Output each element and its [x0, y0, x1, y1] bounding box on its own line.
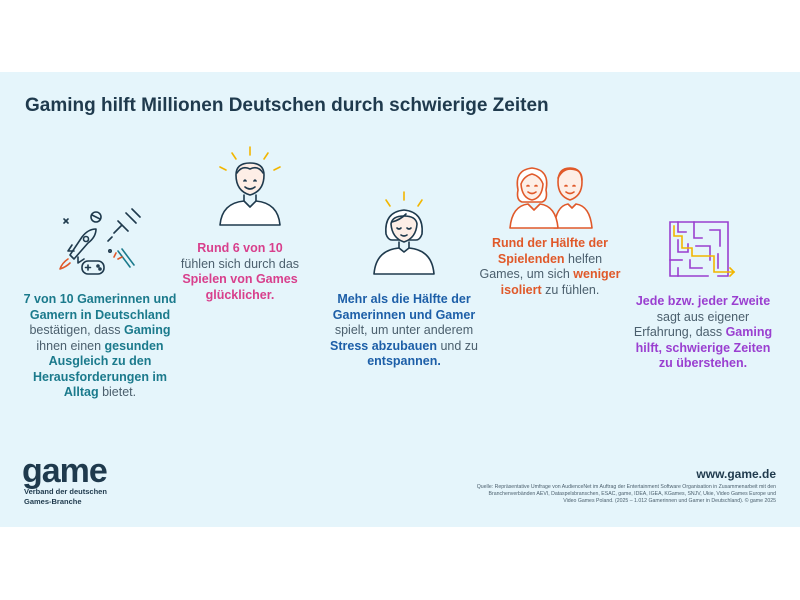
highlight-text: Mehr als die Hälfte der Gamerinnen und G…	[332, 292, 476, 322]
logo-subtitle: Verband der deutschen Games-Branche	[24, 487, 107, 507]
body-text: bietet.	[98, 385, 137, 399]
body-text: fühlen sich durch das	[180, 256, 300, 271]
stat-text-stress: Mehr als die Hälfte der Gamerinnen und G…	[326, 292, 482, 370]
game-logo[interactable]: game	[22, 452, 108, 490]
stat-text-balance: 7 von 10 Gamerinnen und Gamern in Deutsc…	[22, 292, 178, 401]
body-text: sagt aus eigener Erfahrung, dass	[633, 309, 750, 340]
happy-person-icon	[219, 146, 281, 226]
highlight-text: Rund 6 von 10	[197, 241, 283, 255]
relaxed-person-icon	[373, 191, 435, 275]
source-note: Quelle: Repräsentative Umfrage von Audie…	[476, 484, 776, 504]
highlight-text: Jede bzw. jeder Zweite	[635, 294, 771, 308]
stat-text-hard-times: Jede bzw. jeder Zweite sagt aus eigener …	[628, 294, 778, 372]
highlight-text: weniger isoliert	[500, 267, 621, 297]
page-title: Gaming hilft Millionen Deutschen durch s…	[25, 95, 549, 116]
website-link[interactable]: www.game.de	[696, 467, 776, 481]
highlight-text: Rund der Hälfte der Spielenden	[492, 236, 608, 266]
body-text: helfen Games, um sich	[479, 251, 603, 282]
highlight-text: 7 von 10 Gamerinnen und Gamern in Deutsc…	[23, 292, 177, 322]
body-text: und zu	[436, 338, 478, 353]
stat-text-happiness: Rund 6 von 10 fühlen sich durch das Spie…	[180, 241, 300, 303]
two-people-icon	[509, 167, 593, 229]
highlight-text: Spielen von Games glücklicher.	[182, 272, 298, 302]
highlight-text: entspannen.	[367, 354, 441, 368]
maze-icon	[669, 221, 736, 278]
highlight-text: Stress abzubauen	[330, 338, 437, 353]
logo-subtitle-line-1: Verband der deutschen	[24, 487, 107, 496]
highlight-text: Gaming hilft, schwierige Zeiten zu übers…	[635, 325, 773, 370]
gaming-items-icon	[59, 208, 141, 275]
highlight-text: Gaming	[123, 323, 171, 337]
body-text: spielt, um unter anderem	[334, 323, 474, 337]
logo-subtitle-line-2: Games-Branche	[24, 497, 82, 506]
stat-text-isolation: Rund der Hälfte der Spielenden helfen Ga…	[478, 236, 622, 298]
content-panel	[0, 72, 800, 527]
highlight-text: gesunden Ausgleich zu den Herausforderun…	[32, 338, 168, 400]
body-text: bestätigen, dass	[29, 323, 124, 337]
body-text: ihnen einen	[36, 338, 105, 353]
body-text: zu fühlen.	[541, 282, 600, 297]
